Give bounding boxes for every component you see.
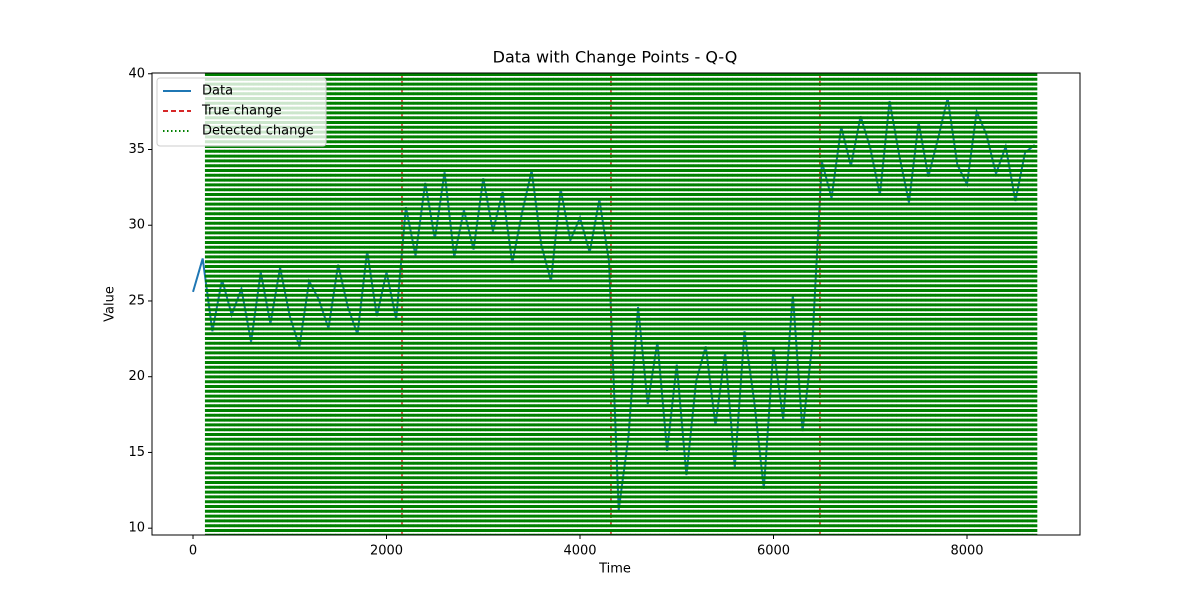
- y-tick-label: 25: [128, 293, 145, 308]
- y-tick-label: 40: [128, 66, 145, 81]
- y-tick-label: 15: [128, 445, 145, 460]
- x-tick-label: 2000: [370, 544, 403, 559]
- legend-label: Detected change: [202, 124, 314, 139]
- y-tick-label: 35: [128, 142, 145, 157]
- legend-box: [156, 77, 327, 147]
- x-tick-label: 0: [189, 544, 197, 559]
- y-tick-label: 20: [128, 369, 145, 384]
- legend-label: True change: [201, 104, 282, 119]
- legend-label: Data: [202, 84, 233, 99]
- x-tick-label: 8000: [950, 544, 983, 559]
- y-tick-label: 30: [128, 218, 145, 233]
- x-tick-label: 6000: [757, 544, 790, 559]
- y-axis-label: Value: [103, 286, 118, 322]
- plot-frame: [151, 72, 1081, 536]
- x-tick-label: 4000: [563, 544, 596, 559]
- chart-title: Data with Change Points - Q-Q: [493, 48, 738, 67]
- x-axis-label: Time: [598, 562, 631, 577]
- y-tick-label: 10: [128, 521, 145, 536]
